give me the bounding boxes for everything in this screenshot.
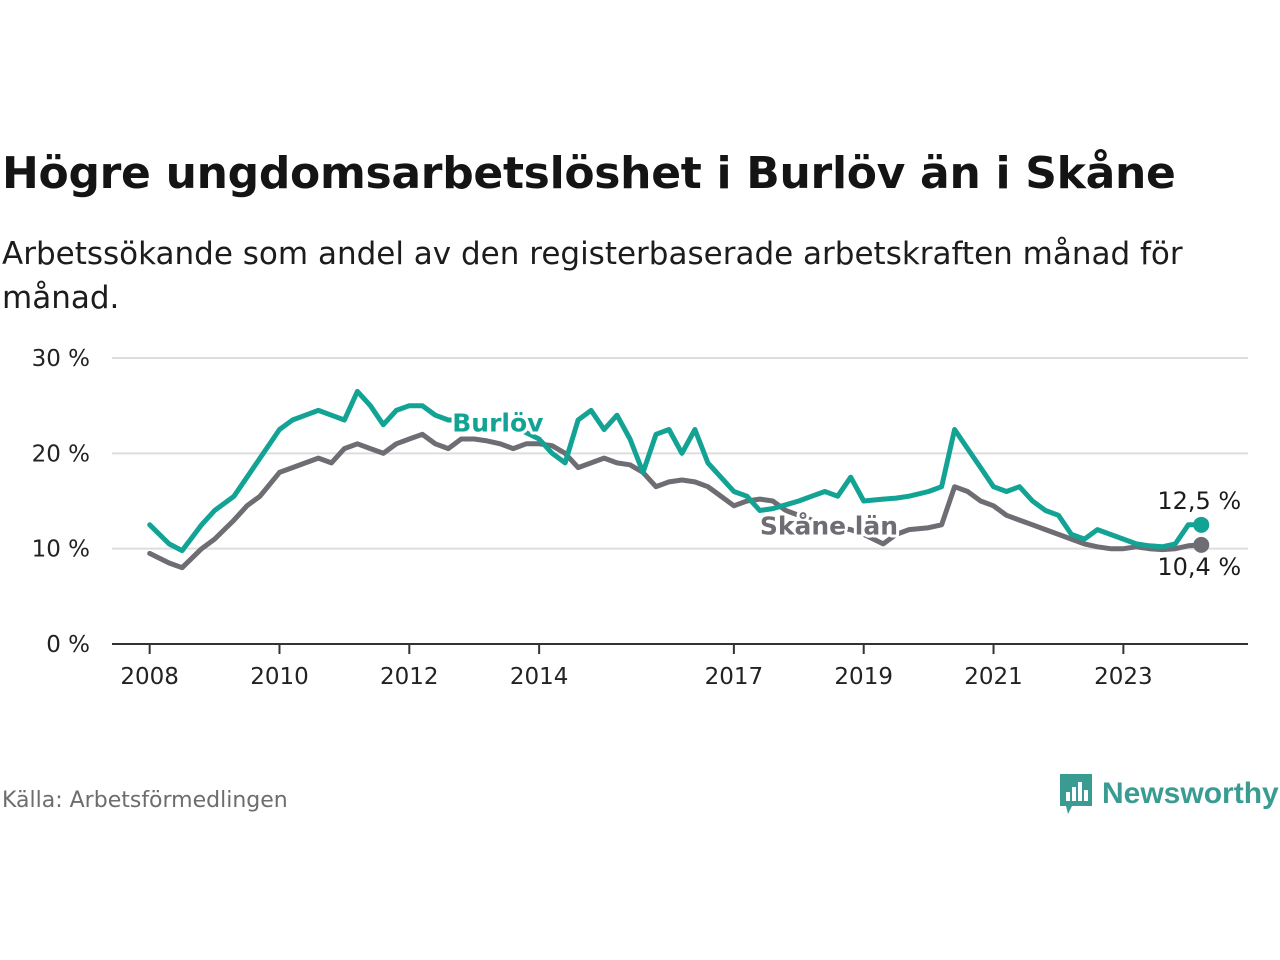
x-tick-label: 2023 [1094, 664, 1153, 690]
x-tick-label: 2010 [250, 664, 309, 690]
end-label-skane: 10,4 % [1157, 553, 1241, 581]
x-tick-label: 2019 [834, 664, 893, 690]
y-tick-label: 30 % [32, 346, 90, 372]
x-tick-label: 2008 [120, 664, 179, 690]
end-label-burlov: 12,5 % [1157, 487, 1241, 515]
y-tick-label: 20 % [32, 441, 90, 467]
x-tick-label: 2012 [380, 664, 439, 690]
series-label-burlov: Burlöv [452, 408, 543, 437]
end-point-burlov [1193, 516, 1210, 533]
source-note: Källa: Arbetsförmedlingen [2, 788, 288, 813]
y-tick-label: 10 % [32, 537, 90, 563]
chart-subtitle: Arbetssökande som andel av den registerb… [2, 236, 1183, 316]
series-line-burlov [147, 388, 1204, 554]
newsworthy-logo-icon [1060, 774, 1092, 814]
brand-name: Newsworthy [1102, 777, 1279, 810]
y-tick-label: 0 % [46, 632, 90, 658]
x-tick-label: 2021 [964, 664, 1023, 690]
series-label-skane: Skåne län [760, 511, 898, 540]
line-chart: 0 % 10 % 20 % 30 % 2008 2010 2012 2014 2017 2019 2… [32, 346, 1248, 690]
brand-logo: Newsworthy [1058, 772, 1279, 816]
chart-title: Högre ungdomsarbetslöshet i Burlöv än i … [2, 148, 1176, 199]
x-tick-label: 2014 [510, 664, 569, 690]
series-line-skane [147, 431, 1204, 571]
end-point-skane [1193, 536, 1210, 553]
x-tick-label: 2017 [705, 664, 764, 690]
